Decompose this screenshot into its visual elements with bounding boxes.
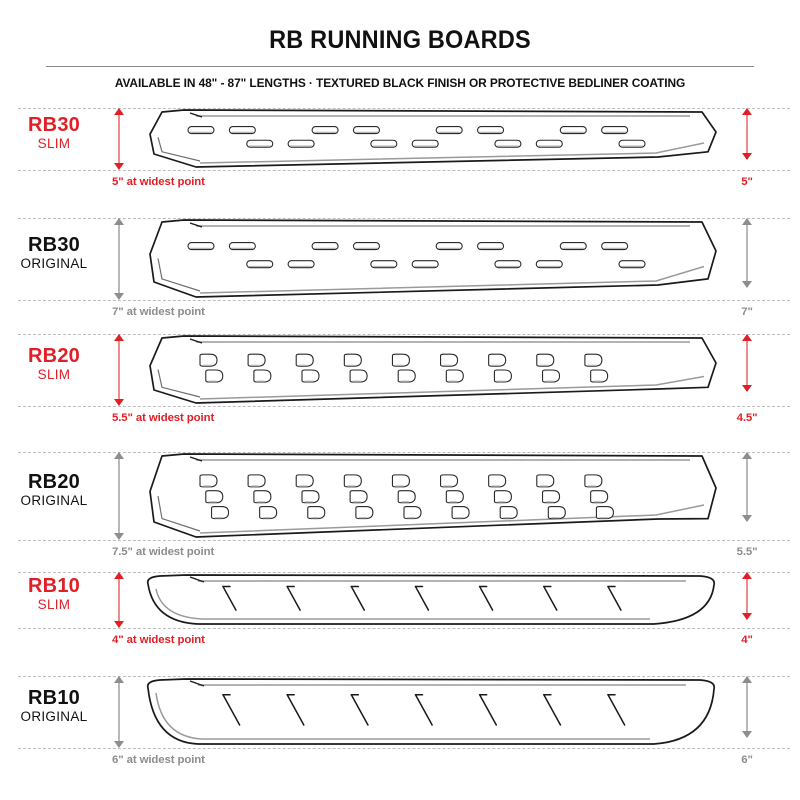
product-variant: SLIM — [37, 367, 71, 382]
product-variant: ORIGINAL — [20, 256, 88, 271]
product-model: RB30 — [28, 114, 80, 136]
product-model: RB10 — [28, 687, 80, 709]
dimension-caption-right: 4" — [741, 634, 753, 646]
guide-line-bottom — [18, 406, 790, 407]
dimension-arrow-right — [740, 676, 754, 738]
product-label: RB10 ORIGINAL — [0, 688, 108, 726]
guide-line-top — [18, 452, 790, 453]
product-label: RB30 SLIM — [0, 115, 108, 153]
dimension-arrow-right — [740, 334, 754, 392]
product-model: RB20 — [28, 345, 80, 367]
dimension-caption-right: 5" — [741, 176, 753, 188]
dimension-caption-right: 5.5" — [736, 546, 758, 558]
product-row: RB20 SLIM 5.5" at widest point 4.5" — [0, 326, 800, 444]
dimension-arrow-left — [112, 334, 126, 406]
product-label: RB20 SLIM — [0, 346, 108, 384]
dimension-caption-left: 4" at widest point — [112, 634, 205, 646]
product-model: RB10 — [28, 575, 80, 597]
guide-line-top — [18, 572, 790, 573]
dimension-arrow-left — [112, 108, 126, 170]
board-illustration — [128, 572, 728, 628]
guide-line-bottom — [18, 748, 790, 749]
product-row: RB20 ORIGINAL 7.5" at widest point 5.5" — [0, 444, 800, 562]
product-row: RB30 ORIGINAL 7" at widest point 7" — [0, 208, 800, 326]
product-variant: SLIM — [37, 597, 71, 612]
dimension-caption-right: 4.5" — [736, 412, 758, 424]
guide-line-bottom — [18, 170, 790, 171]
dimension-arrow-right — [740, 218, 754, 288]
board-illustration — [128, 452, 728, 540]
dimension-arrow-left — [112, 218, 126, 300]
dimension-caption-right: 6" — [741, 754, 753, 766]
product-model: RB30 — [28, 234, 80, 256]
dimension-arrow-left — [112, 676, 126, 748]
dimension-caption-left: 6" at widest point — [112, 754, 205, 766]
product-variant: SLIM — [37, 136, 71, 151]
dimension-arrow-right — [740, 572, 754, 620]
dimension-caption-left: 5.5" at widest point — [112, 412, 215, 424]
product-label: RB10 SLIM — [0, 576, 108, 614]
page-header: RB RUNNING BOARDS AVAILABLE IN 48" - 87"… — [0, 0, 800, 90]
guide-line-bottom — [18, 540, 790, 541]
product-row: RB10 SLIM 4" at widest point 4" — [0, 562, 800, 666]
dimension-caption-left: 7.5" at widest point — [112, 546, 215, 558]
product-label: RB30 ORIGINAL — [0, 235, 108, 273]
product-label: RB20 ORIGINAL — [0, 472, 108, 510]
page-title: RB RUNNING BOARDS — [269, 26, 531, 54]
header-divider — [46, 66, 754, 67]
dimension-arrow-right — [740, 452, 754, 522]
dimension-caption-left: 7" at widest point — [112, 306, 205, 318]
product-variant: ORIGINAL — [20, 493, 88, 508]
product-variant: ORIGINAL — [20, 709, 88, 724]
board-illustration — [128, 676, 728, 748]
dimension-arrow-left — [112, 572, 126, 628]
board-illustration — [128, 334, 728, 406]
guide-line-bottom — [18, 300, 790, 301]
page-subtitle: AVAILABLE IN 48" - 87" LENGTHS · TEXTURE… — [114, 76, 686, 90]
guide-line-top — [18, 218, 790, 219]
guide-line-bottom — [18, 628, 790, 629]
product-model: RB20 — [28, 471, 80, 493]
guide-line-top — [18, 334, 790, 335]
guide-line-top — [18, 676, 790, 677]
product-row: RB10 ORIGINAL 6" at widest point 6" — [0, 666, 800, 776]
board-illustration — [128, 218, 728, 300]
dimension-caption-right: 7" — [741, 306, 753, 318]
board-illustration — [128, 108, 728, 170]
dimension-arrow-right — [740, 108, 754, 160]
guide-line-top — [18, 108, 790, 109]
product-row: RB30 SLIM 5" at widest point 5" — [0, 100, 800, 208]
dimension-caption-left: 5" at widest point — [112, 176, 205, 188]
dimension-arrow-left — [112, 452, 126, 540]
